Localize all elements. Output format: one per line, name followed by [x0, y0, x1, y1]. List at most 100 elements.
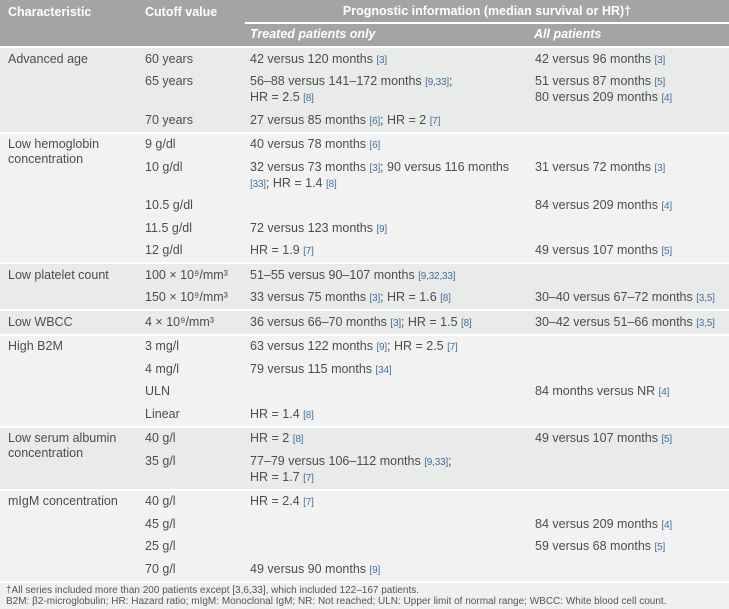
table-row: 70 years 27 versus 85 months [6]; HR = 2 … [0, 109, 729, 133]
treated-patients-cell: 77–79 versus 106–112 months [9,33]; HR = … [250, 453, 452, 484]
all-patients-cell [530, 558, 729, 581]
citation-ref: [8] [440, 293, 451, 304]
section-high-b2m: High B2M 3 mg/l 63 versus 122 months [9]; … [0, 334, 729, 427]
footnote-abbreviations: B2M: β2-microglobulin; HR: Hazard ratio;… [6, 596, 667, 607]
table-row: Low WBCC 4 × 10⁹/mm³ 36 versus 66–70 month… [0, 310, 729, 335]
treated-patients-cell: 33 versus 75 months [3]; HR = 1.6 [8] [250, 290, 451, 304]
all-patients-cell [530, 358, 729, 381]
all-patients-cell [530, 133, 729, 157]
header-prognostic-group: Prognostic information (median survival … [342, 4, 632, 18]
treated-patients-cell: 32 versus 73 months [3]; 90 versus 116 m… [250, 159, 510, 190]
characteristic-cell: Low hemoglobin concentration [8, 137, 100, 166]
cutoff-cell: 65 years [145, 74, 193, 88]
citation-ref: [8] [303, 409, 314, 421]
citation-ref: [8] [292, 434, 304, 445]
all-patients-cell: 30–40 versus 67–72 months [3,5] [535, 290, 715, 304]
treated-patients-cell: 49 versus 90 months [9] [250, 561, 381, 576]
all-patients-cell: 49 versus 107 months [5] [535, 431, 672, 445]
table-row: 35 g/l 77–79 versus 106–112 months [9,33]… [0, 450, 729, 490]
cutoff-cell: ULN [145, 384, 171, 398]
cutoff-cell: 150 × 10⁹/mm³ [145, 290, 228, 304]
table-row: High B2M 3 mg/l 63 versus 122 months [9]; … [0, 335, 729, 359]
all-patients-cell: 59 versus 68 months [5] [535, 539, 666, 553]
cutoff-cell: 60 years [145, 51, 193, 66]
treated-patients-cell: 79 versus 115 months [34] [250, 361, 392, 376]
citation-ref: [9,32,33] [418, 270, 456, 282]
table-row: Advanced age 60 years 42 versus 120 months… [0, 47, 729, 71]
citation-ref: [4] [661, 519, 672, 531]
cutoff-cell: 10.5 g/dl [145, 198, 193, 212]
cutoff-cell: 9 g/dl [145, 137, 176, 151]
all-patients-cell: 30–42 versus 51–66 months [3,5] [535, 314, 715, 329]
table-row: 70 g/l 49 versus 90 months [9] [0, 558, 729, 581]
citation-ref: [7] [303, 497, 314, 508]
citation-ref: [9] [376, 342, 387, 353]
citation-ref: [8] [326, 178, 337, 190]
table-row: Low platelet count 100 × 10⁹/mm³ 51–55 ver… [0, 263, 729, 287]
characteristic-cell: Low serum albumin concentration [8, 431, 117, 460]
treated-patients-cell [245, 536, 530, 559]
cutoff-cell: 40 g/l [145, 431, 176, 445]
citation-ref: [33] [250, 178, 266, 190]
citation-ref: [7] [429, 115, 441, 127]
table-header-right: Prognostic information (median survival … [245, 0, 729, 46]
treated-patients-cell: HR = 1.9 [7] [250, 243, 314, 257]
section-low-serum-albumin-concentration: Low serum albumin concentration 40 g/l HR … [0, 426, 729, 490]
treated-patients-cell: 36 versus 66–70 months [3]; HR = 1.5 [8] [250, 314, 472, 329]
citation-ref: [3,5] [696, 317, 715, 329]
all-patients-cell: 51 versus 87 months [5] 80 versus 209 mon… [535, 74, 672, 104]
citation-ref: [5] [654, 542, 666, 553]
treated-patients-cell: HR = 2 [8] [250, 431, 304, 445]
header-cutoff-value: Cutoff value [145, 5, 218, 19]
all-patients-cell: 49 versus 107 months [5] [535, 243, 672, 257]
citation-ref: [3] [369, 293, 381, 304]
treated-patients-cell: 51–55 versus 90–107 months [9,32,33] [250, 267, 456, 282]
citation-ref: [3] [654, 162, 666, 174]
treated-patients-cell [245, 381, 530, 404]
table-row: 45 g/l 84 versus 209 months [4] [0, 513, 729, 536]
citation-ref: [3] [654, 54, 666, 66]
treated-patients-cell: 27 versus 85 months [6]; HR = 2 [7] [250, 112, 441, 127]
table-row: 10 g/dl 32 versus 73 months [3]; 90 versu… [0, 156, 729, 195]
citation-ref: [4] [658, 387, 670, 398]
table-row: 4 mg/l 79 versus 115 months [34] [0, 358, 729, 381]
characteristic-cell: High B2M [8, 339, 63, 353]
citation-ref: [8] [461, 317, 472, 329]
cutoff-cell: Linear [145, 406, 180, 421]
citation-ref: [4] [661, 93, 672, 104]
table-header: Characteristic Cutoff value Prognostic i… [0, 0, 729, 46]
cutoff-cell: 40 g/l [145, 494, 176, 508]
table-row: Low serum albumin concentration 40 g/l HR … [0, 427, 729, 460]
citation-ref: [7] [447, 342, 458, 353]
citation-ref: [9] [376, 223, 387, 235]
citation-ref: [5] [661, 246, 672, 257]
citation-ref: [34] [375, 364, 392, 376]
all-patients-cell [530, 335, 729, 359]
table-row: Low hemoglobin concentration 9 g/dl 40 ver… [0, 133, 729, 166]
footnote-series: †All series included more than 200 patie… [6, 584, 420, 596]
cutoff-cell: 70 years [145, 112, 193, 127]
cutoff-cell: 11.5 g/dl [145, 220, 193, 235]
citation-ref: [8] [303, 93, 314, 104]
section-low-hemoglobin-concentration: Low hemoglobin concentration 9 g/dl 40 ver… [0, 132, 729, 263]
treated-patients-cell: 72 versus 123 months [9] [250, 220, 387, 235]
treated-patients-cell: HR = 1.4 [8] [250, 406, 314, 421]
all-patients-cell: 42 versus 96 months [3] [535, 51, 666, 66]
table-header-left: Characteristic Cutoff value [0, 0, 245, 46]
citation-ref: [3] [390, 317, 401, 329]
citation-ref: [3] [369, 162, 381, 174]
treated-patients-cell [245, 513, 530, 536]
section-low-wbcc: Low WBCC 4 × 10⁹/mm³ 36 versus 66–70 month… [0, 310, 729, 335]
treated-patients-cell: 42 versus 120 months [3] [250, 51, 387, 66]
cutoff-cell: 12 g/dl [145, 243, 183, 257]
header-all-patients: All patients [534, 27, 602, 41]
all-patients-cell: 84 versus 209 months [4] [535, 516, 672, 531]
table-row: 65 years 56–88 versus 141–172 months [9,3… [0, 71, 729, 110]
citation-ref: [4] [661, 201, 672, 212]
footnotes: †All series included more than 200 patie… [0, 580, 729, 609]
table-row: 25 g/l 59 versus 68 months [5] [0, 536, 729, 559]
citation-ref: [3,5] [696, 293, 715, 304]
cutoff-cell: 35 g/l [145, 453, 176, 468]
all-patients-cell [530, 450, 729, 490]
cutoff-cell: 4 × 10⁹/mm³ [145, 314, 214, 329]
